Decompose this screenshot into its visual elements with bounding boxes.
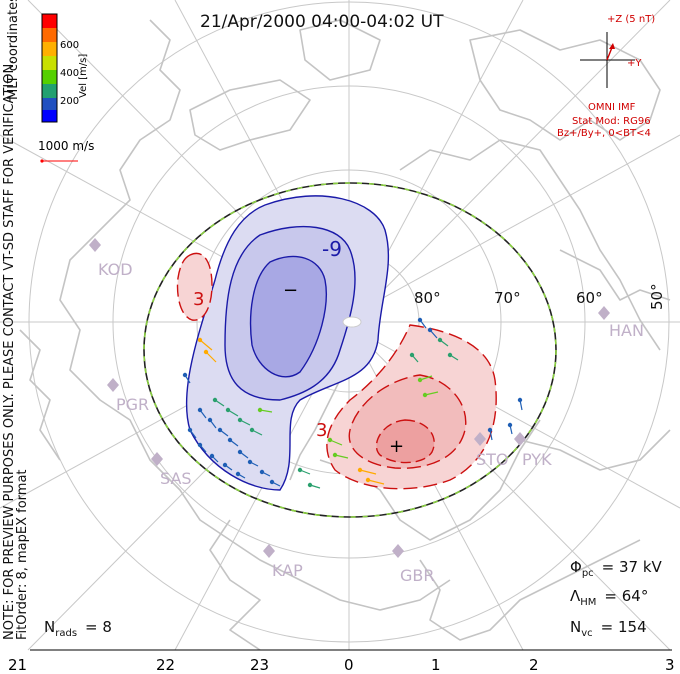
nvc-subscript: vc <box>581 628 592 639</box>
imf-clock: +Z (5 nT) +Y OMNI IMF Stat Mod: RG96 Bz+… <box>557 14 655 139</box>
lat-label-50: 50° <box>648 283 666 310</box>
nvc-symbol: N <box>570 618 581 636</box>
map-title: 21/Apr/2000 04:00-04:02 UT <box>200 12 444 32</box>
lambda-hm-stat: ΛHM = 64° <box>570 587 648 608</box>
site-kod: KOD <box>98 260 133 279</box>
fit-info: FitOrder: 8, mapEX format <box>15 469 30 640</box>
mlt-label-22: 22 <box>156 656 175 674</box>
site-sas: SAS <box>160 469 192 488</box>
lambda-subscript: HM <box>580 597 596 608</box>
imf-source: OMNI IMF <box>588 102 636 113</box>
potential-minimum-marker: − <box>283 280 298 301</box>
phi-value: = 37 kV <box>602 558 663 576</box>
imf-z-label: +Z (5 nT) <box>607 14 655 25</box>
site-kap: KAP <box>272 561 303 580</box>
dusk-positive-cell: 3 <box>176 252 213 321</box>
velocity-vectors <box>182 317 523 489</box>
site-han: HAN <box>609 321 644 340</box>
pole-marker <box>342 316 362 328</box>
positive-contour-label-center: 3 <box>316 420 327 441</box>
coastlines <box>19 19 671 651</box>
phi-subscript: pc <box>582 568 594 579</box>
site-pyk: PYK <box>522 450 552 469</box>
coordinate-system-label: MLT coordinates <box>6 0 21 100</box>
nrads-symbol: N <box>44 618 55 636</box>
colorbar-tick-200: 200 <box>60 96 79 107</box>
latitude-labels: 80° 70° 60° 50° <box>414 283 666 310</box>
colorbar-tick-600: 600 <box>60 40 79 51</box>
nrads-stat: Nrads = 8 <box>44 618 112 639</box>
lambda-symbol: Λ <box>570 587 581 605</box>
site-pgr: PGR <box>116 395 149 414</box>
scale-vector: 1000 m/s <box>38 139 94 163</box>
colorbar-tick-400: 400 <box>60 68 79 79</box>
negative-cell-inner <box>249 255 327 378</box>
disclaimer-note: NOTE: FOR PREVIEW PURPOSES ONLY. PLEASE … <box>2 60 17 640</box>
nvc-value: = 154 <box>601 618 647 636</box>
heppner-maynard-boundary <box>143 182 557 518</box>
imf-model: Stat Mod: RG96 <box>572 116 651 127</box>
negative-contour-label: -9 <box>322 237 342 261</box>
map-statistics: Φpc = 37 kV ΛHM = 64° Nvc = 154 Nrads = 8 <box>44 558 663 639</box>
dusk-positive-label: 3 <box>193 289 204 310</box>
negative-potential-cell: -9 − <box>185 195 390 491</box>
lambda-value: = 64° <box>604 587 648 605</box>
imf-y-label: +Y <box>627 58 642 69</box>
site-gbr: GBR <box>400 566 435 585</box>
colorbar-label: Vel [m/s] <box>78 54 89 98</box>
lat-label-80: 80° <box>414 289 441 307</box>
mlt-label-21: 21 <box>8 656 27 674</box>
scale-vector-label: 1000 m/s <box>38 139 94 153</box>
mlt-label-2: 2 <box>529 656 539 674</box>
lat-label-70: 70° <box>494 289 521 307</box>
radar-sites: KOD PGR SAS KAP GBR STO PYK HAN <box>89 238 644 585</box>
imf-condition: Bz+/By+, 0<BT<4 <box>557 128 651 139</box>
nrads-subscript: rads <box>55 628 77 639</box>
mlt-axis: 21 22 23 0 1 2 3 <box>8 649 675 674</box>
positive-potential-cell: + 3 <box>316 324 497 490</box>
lat-label-60: 60° <box>576 289 603 307</box>
mlt-label-3: 3 <box>665 656 675 674</box>
velocity-colorbar: 600 400 200 Vel [m/s] <box>41 13 89 123</box>
mlt-label-1: 1 <box>431 656 441 674</box>
site-sto: STO <box>476 450 509 469</box>
nvc-stat: Nvc = 154 <box>570 618 647 639</box>
positive-cell-inner <box>375 419 435 464</box>
phi-pc-stat: Φpc = 37 kV <box>570 558 663 579</box>
potential-maximum-marker: + <box>389 436 404 457</box>
mlt-label-0: 0 <box>344 656 354 674</box>
nrads-value: = 8 <box>85 618 112 636</box>
mlt-label-23: 23 <box>250 656 269 674</box>
phi-symbol: Φ <box>570 558 582 576</box>
